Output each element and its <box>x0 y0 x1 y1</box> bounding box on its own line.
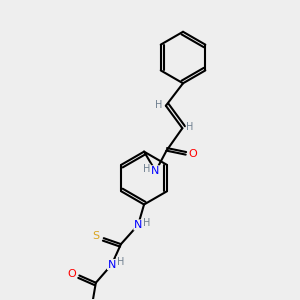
Text: H: H <box>186 122 194 132</box>
Text: H: H <box>143 218 150 228</box>
Text: N: N <box>107 260 116 270</box>
Text: N: N <box>151 166 160 176</box>
Text: O: O <box>68 268 76 278</box>
Text: S: S <box>92 231 99 241</box>
Text: H: H <box>117 257 124 267</box>
Text: H: H <box>143 164 150 174</box>
Text: N: N <box>134 220 142 230</box>
Text: O: O <box>188 149 197 159</box>
Text: H: H <box>155 100 162 110</box>
